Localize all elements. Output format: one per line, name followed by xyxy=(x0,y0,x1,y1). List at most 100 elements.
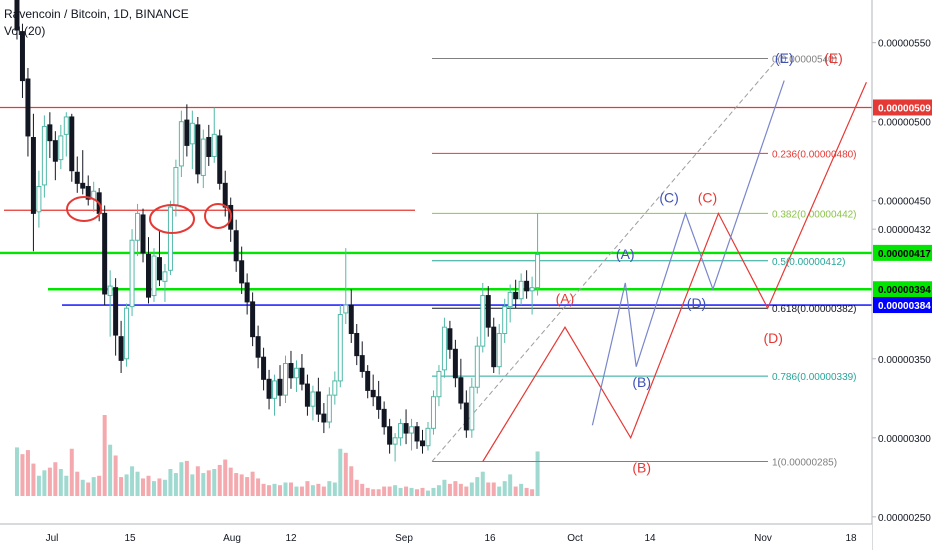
volume-bar xyxy=(168,469,173,496)
candle-body xyxy=(206,137,212,157)
time-tick-label: 12 xyxy=(285,533,297,544)
candle-body xyxy=(124,307,130,360)
volume-bar xyxy=(349,466,354,496)
candle-body xyxy=(491,326,497,368)
volume-bar xyxy=(256,478,261,496)
candle-body xyxy=(151,255,157,297)
volume-bar xyxy=(491,482,496,496)
candle-body xyxy=(129,239,135,308)
fib-level-label: 0.618(0.00000382) xyxy=(772,304,857,315)
volume-bar xyxy=(75,471,80,496)
volume-bar xyxy=(294,486,299,496)
fib-trendline xyxy=(431,58,779,462)
candle-body xyxy=(113,287,119,336)
candle-body xyxy=(485,295,491,328)
candle-body xyxy=(69,116,75,172)
candle-body xyxy=(469,386,475,431)
volume-bar xyxy=(201,473,206,496)
candle-body xyxy=(403,423,409,434)
wave-label: (A) xyxy=(556,290,575,306)
time-axis-background xyxy=(0,524,872,550)
volume-bar xyxy=(535,451,540,496)
volume-bar xyxy=(206,470,211,496)
candle-body xyxy=(184,119,190,146)
volume-bar xyxy=(278,485,283,496)
volume-bars xyxy=(14,415,540,496)
candle-body xyxy=(332,380,338,396)
time-tick-label: 14 xyxy=(644,533,656,544)
candle-body xyxy=(266,378,272,399)
price-axis-background xyxy=(872,0,932,550)
volume-bar xyxy=(365,487,370,496)
time-tick-label: Jul xyxy=(46,533,59,544)
volume-bar xyxy=(179,462,184,496)
price-label-text: 0.00000394 xyxy=(878,285,931,296)
price-axis[interactable]: 0.00000550 0.00000500 0.00000450 0.00000432… xyxy=(871,0,932,550)
candle-body xyxy=(409,426,415,434)
fib-level-label: 0(0.00000540) xyxy=(772,54,837,65)
time-tick-label: 16 xyxy=(484,533,496,544)
wave-labels: (A) (B) (C) (D) (E) (A) (B) (C) (D) (E) xyxy=(556,50,843,475)
wave-label: (C) xyxy=(698,189,717,205)
candle-body xyxy=(14,0,20,31)
candle-body xyxy=(118,336,124,361)
candle-body xyxy=(376,396,382,410)
candle-body xyxy=(250,301,256,338)
candle-body xyxy=(496,332,502,368)
volume-bar xyxy=(475,477,480,496)
wave-label: (B) xyxy=(632,374,651,390)
candle-body xyxy=(354,332,360,357)
volume-bar xyxy=(20,454,25,496)
volume-bar xyxy=(310,485,315,496)
volume-bar xyxy=(360,483,365,496)
volume-bar xyxy=(393,485,398,496)
candlesticks xyxy=(14,0,541,462)
candle-body xyxy=(507,291,513,308)
wave-label: (B) xyxy=(632,460,651,476)
candle-body xyxy=(162,271,168,282)
candle-body xyxy=(189,122,195,145)
volume-indicator-label[interactable]: Vol (20) xyxy=(4,24,46,38)
volume-bar xyxy=(425,490,430,496)
volume-bar xyxy=(102,415,107,496)
volume-bar xyxy=(382,486,387,496)
price-tick-label: 0.00000500 xyxy=(878,118,931,129)
price-tick-label: 0.00000450 xyxy=(878,197,931,208)
candle-body xyxy=(452,348,458,379)
candle-body xyxy=(30,137,36,214)
candle-body xyxy=(156,257,162,281)
volume-bar xyxy=(162,479,167,496)
time-tick-label: Aug xyxy=(223,533,241,544)
volume-bar xyxy=(97,475,102,496)
volume-bar xyxy=(338,448,343,496)
candle-body xyxy=(19,31,25,82)
symbol-title[interactable]: Ravencoin / Bitcoin, 1D, BINANCE xyxy=(4,7,189,21)
time-axis[interactable]: Jul 15 Aug 12 Sep 16 Oct 14 Nov 18 xyxy=(0,523,872,550)
fib-level-label: 0.786(0.00000339) xyxy=(772,372,857,383)
candle-body xyxy=(200,138,206,176)
volume-bar xyxy=(497,486,502,496)
volume-bar xyxy=(530,489,535,496)
price-label-badge xyxy=(873,281,932,298)
candle-body xyxy=(502,306,508,334)
volume-bar xyxy=(508,474,513,496)
volume-bar xyxy=(519,483,524,496)
volume-bar xyxy=(91,477,96,496)
candle-body xyxy=(430,396,436,429)
price-label-badge xyxy=(873,99,932,116)
volume-bar xyxy=(316,483,321,496)
volume-bar xyxy=(223,459,228,496)
annotation-ellipse xyxy=(66,196,102,222)
blue-pattern-path xyxy=(591,80,785,426)
candle-body xyxy=(58,135,64,161)
volume-bar xyxy=(431,487,436,496)
volume-bar xyxy=(31,463,36,496)
candle-body xyxy=(195,124,201,175)
candle-body xyxy=(441,326,447,371)
candle-body xyxy=(293,367,299,379)
annotation-ellipse xyxy=(204,203,232,229)
candle-body xyxy=(80,182,86,189)
candle-body xyxy=(524,280,530,292)
candle-body xyxy=(337,314,343,382)
